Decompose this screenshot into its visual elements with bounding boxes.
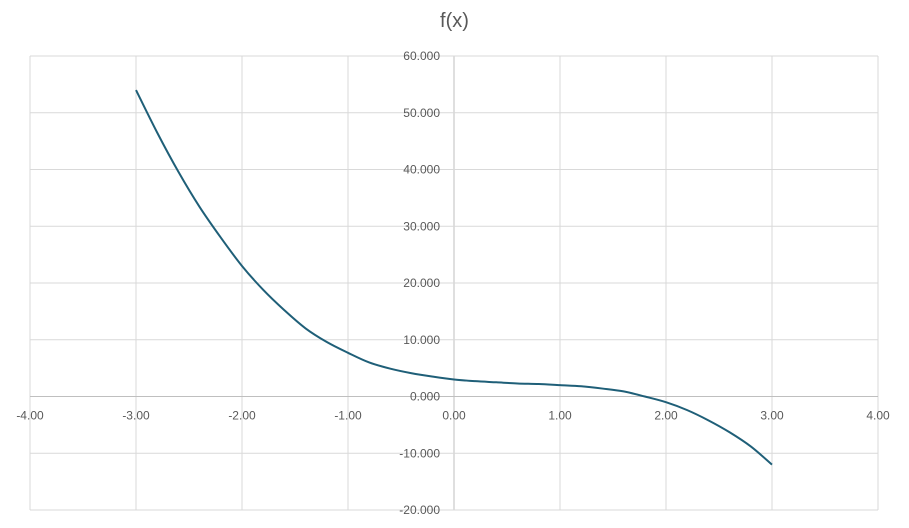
y-tick-label: 0.000	[410, 390, 440, 404]
x-tick-label: 0.00	[442, 409, 466, 423]
y-tick-label: -20.000	[399, 503, 440, 517]
x-tick-label: -4.00	[16, 409, 44, 423]
x-tick-label: -1.00	[334, 409, 362, 423]
y-tick-label: 40.000	[403, 163, 440, 177]
y-tick-label: 50.000	[403, 106, 440, 120]
y-tick-label: 10.000	[403, 333, 440, 347]
x-tick-label: 3.00	[760, 409, 784, 423]
x-tick-label: -3.00	[122, 409, 150, 423]
x-tick-label: 4.00	[866, 409, 890, 423]
y-tick-label: 60.000	[403, 49, 440, 63]
y-tick-label: 30.000	[403, 219, 440, 233]
x-tick-label: 1.00	[548, 409, 572, 423]
y-tick-label: 20.000	[403, 276, 440, 290]
x-tick-label: -2.00	[228, 409, 256, 423]
y-tick-label: -10.000	[399, 446, 440, 460]
x-tick-label: 2.00	[654, 409, 678, 423]
gridlines	[30, 56, 878, 510]
